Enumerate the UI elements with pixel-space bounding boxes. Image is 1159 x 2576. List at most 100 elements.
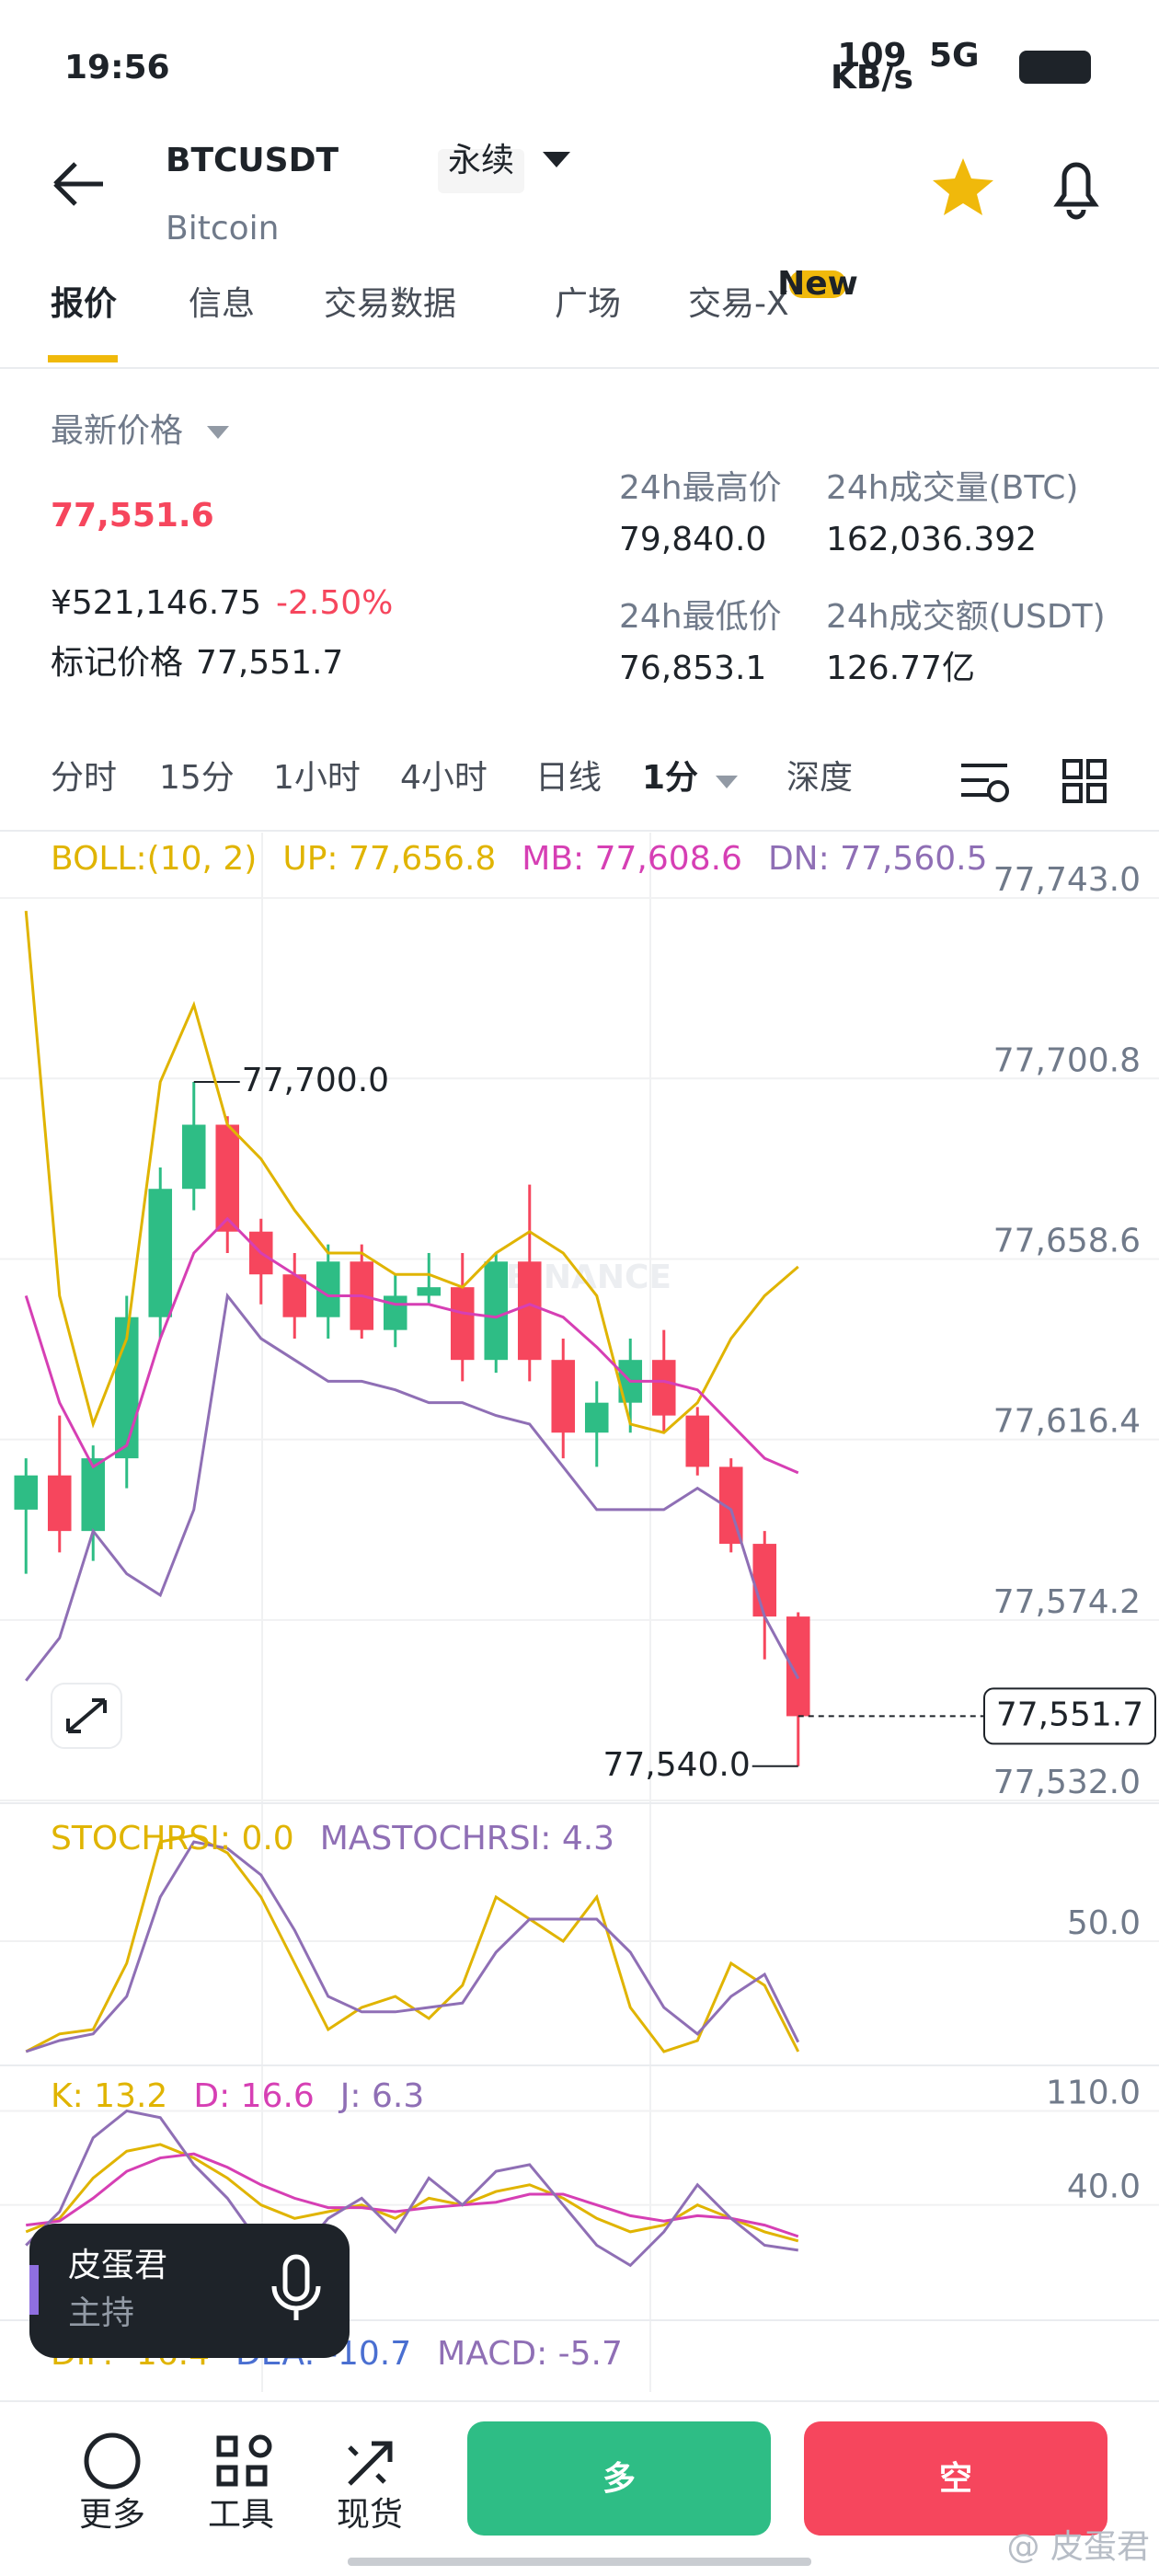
- back-arrow[interactable]: [53, 162, 103, 206]
- layout-icon[interactable]: [1062, 759, 1107, 803]
- long-label: 多: [602, 2460, 636, 2498]
- y-tick-label: 50.0: [1067, 1904, 1141, 1942]
- candle-body: [47, 1475, 72, 1532]
- y-tick-label: 77,574.2: [993, 1583, 1141, 1621]
- indicator-line: [25, 1292, 800, 1682]
- tab[interactable]: 广场: [555, 285, 621, 323]
- expand-icon: [66, 1698, 107, 1733]
- home-indicator: [348, 2558, 811, 2566]
- candle-body: [148, 1189, 173, 1317]
- last-price: 77,551.6: [51, 497, 214, 535]
- candle-body: [282, 1274, 307, 1317]
- interval[interactable]: 深度: [786, 759, 853, 797]
- contract: 永续: [448, 142, 514, 179]
- indicator-line: [25, 1834, 800, 2053]
- bell-icon[interactable]: [1053, 162, 1099, 220]
- indicator-line: [24, 910, 799, 1434]
- new-badge: [789, 270, 846, 298]
- contract-badge: [438, 149, 524, 193]
- candle-body: [450, 1287, 475, 1361]
- mark-price: 77,551.7: [196, 644, 343, 682]
- host-role: 主持: [68, 2294, 134, 2332]
- tab[interactable]: 交易-X: [688, 285, 789, 323]
- stat-label: 24h成交量(BTC): [826, 469, 1078, 507]
- action-label[interactable]: 工具: [208, 2496, 274, 2534]
- stat-value: 79,840.0: [619, 521, 766, 558]
- legend-entry: MASTOCHRSI: 4.3: [320, 1820, 614, 1857]
- candle-body: [551, 1360, 576, 1433]
- candle-body: [752, 1544, 777, 1617]
- favorite-star[interactable]: [933, 158, 993, 215]
- candle-body: [685, 1415, 710, 1467]
- price-change: -2.50%: [276, 584, 393, 622]
- host-name: 皮蛋君: [68, 2247, 167, 2284]
- candle-body: [181, 1124, 206, 1190]
- candle-body: [417, 1287, 442, 1296]
- short-button[interactable]: [804, 2421, 1107, 2536]
- y-tick-label: 40.0: [1067, 2168, 1141, 2206]
- price-dropdown: [207, 426, 229, 439]
- action-label[interactable]: 现货: [337, 2496, 403, 2534]
- host-accent: [29, 2265, 39, 2315]
- stat-label: 24h最低价: [619, 598, 782, 636]
- tab-badge: New: [777, 265, 858, 303]
- stat-label: 24h最高价: [619, 469, 782, 507]
- candle-body: [786, 1616, 810, 1717]
- action-label[interactable]: 更多: [79, 2496, 145, 2534]
- candle-body: [215, 1124, 240, 1232]
- spot-icon[interactable]: [348, 2441, 393, 2486]
- host-card[interactable]: [29, 2224, 350, 2358]
- stat-value: 126.77亿: [826, 650, 975, 687]
- tab[interactable]: 信息: [189, 285, 255, 323]
- legend-entry: J: 6.3: [339, 2077, 424, 2115]
- symbol-dropdown[interactable]: [543, 152, 570, 167]
- clock: 19:56: [64, 49, 170, 86]
- interval-dropdown: [716, 776, 738, 788]
- low-label: 77,540.0: [602, 1746, 750, 1784]
- candle-body: [584, 1402, 609, 1433]
- candle-body: [484, 1261, 509, 1361]
- candle-body: [517, 1261, 542, 1361]
- indicator-line: [26, 2152, 799, 2238]
- footer-watermark: @ 皮蛋君: [1007, 2528, 1150, 2566]
- candle-body: [14, 1475, 39, 1510]
- symbol: BTCUSDT: [166, 142, 339, 179]
- y-tick-label: 77,743.0: [993, 861, 1141, 899]
- y-tick-label: 77,700.8: [993, 1041, 1141, 1079]
- stat-label: 24h成交额(USDT): [826, 598, 1106, 636]
- net-speed-unit: KB/s: [831, 59, 913, 97]
- legend-entry: D: 16.6: [193, 2077, 314, 2115]
- interval[interactable]: 日线: [535, 759, 602, 797]
- tools-icon[interactable]: [216, 2434, 272, 2487]
- last-price-box: [983, 1687, 1156, 1745]
- y-tick-label: 77,616.4: [993, 1403, 1141, 1441]
- interval[interactable]: 4小时: [400, 759, 488, 797]
- interval[interactable]: 15分: [159, 759, 235, 797]
- legend: BOLL:(10, 2): [51, 840, 257, 878]
- battery: [1019, 51, 1091, 84]
- interval[interactable]: 分时: [51, 759, 117, 797]
- more-icon[interactable]: [84, 2432, 141, 2490]
- tab[interactable]: 交易数据: [324, 285, 456, 323]
- candle-body: [81, 1458, 106, 1532]
- legend-entry: K: 13.2: [51, 2077, 167, 2115]
- mark-label: 标记价格: [51, 644, 183, 682]
- y-tick-label: 77,658.6: [993, 1222, 1141, 1259]
- tab[interactable]: 报价: [51, 285, 117, 323]
- network: 5G: [929, 37, 980, 75]
- interval[interactable]: 1小时: [273, 759, 361, 797]
- interval[interactable]: 1分: [642, 759, 698, 797]
- indicator-line: [25, 1840, 800, 2053]
- chart-settings-icon[interactable]: [961, 764, 1009, 802]
- high-label: 77,700.0: [242, 1062, 389, 1099]
- short-label: 空: [939, 2460, 972, 2498]
- legend-entry: STOCHRSI: 0.0: [51, 1820, 294, 1857]
- cny-price: ¥521,146.75: [51, 584, 261, 622]
- legend-entry: MB: 77,608.6: [522, 840, 742, 878]
- mic-icon[interactable]: [271, 2254, 321, 2320]
- long-button[interactable]: [467, 2421, 771, 2536]
- indicator-line: [24, 1216, 799, 1475]
- indicator-line: [25, 2109, 798, 2268]
- last-price-label: 77,551.7: [996, 1696, 1143, 1733]
